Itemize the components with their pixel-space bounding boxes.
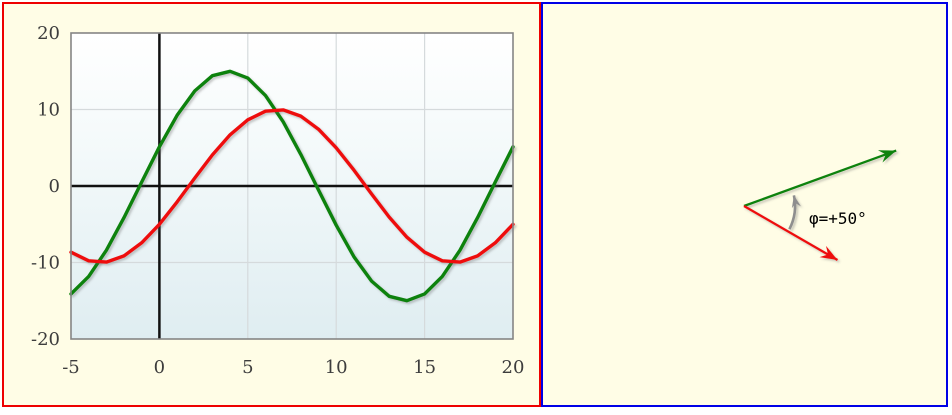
waveform-panel	[2, 2, 541, 407]
phasor-panel	[541, 2, 948, 407]
